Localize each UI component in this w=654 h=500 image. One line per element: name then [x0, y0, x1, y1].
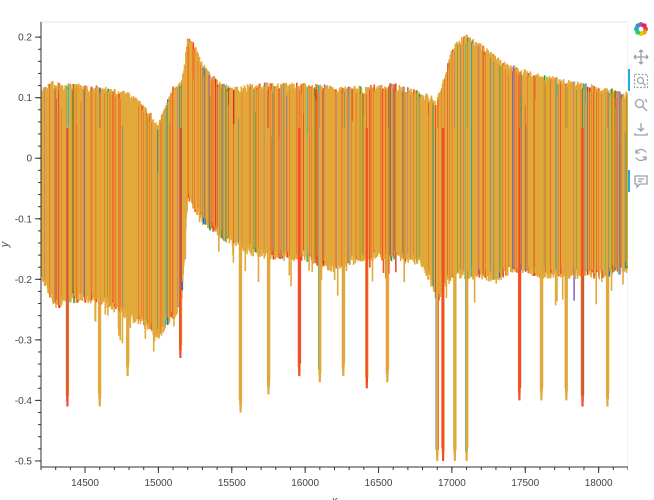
- pan-tool-icon: [633, 49, 649, 65]
- reset-tool-button[interactable]: [630, 144, 652, 166]
- hover-tool-icon: [633, 173, 649, 189]
- active-tool-indicator: [628, 170, 630, 192]
- x-tick-label: 17500: [511, 478, 539, 489]
- x-tick-label: 15500: [218, 478, 246, 489]
- x-tick-label: 16000: [291, 478, 319, 489]
- bokeh-toolbar: [628, 14, 654, 204]
- plot-canvas[interactable]: -0.5 -0.4 -0.3 -0.2 -0.1 0 0.1 0.2 14500 15000 155…: [0, 0, 628, 500]
- wheel-zoom-tool-button[interactable]: [630, 94, 652, 116]
- y-tick-label: -0.4: [15, 396, 33, 407]
- save-tool-button[interactable]: [630, 118, 652, 140]
- y-tick-label: 0.1: [18, 93, 32, 104]
- y-tick-label: -0.2: [15, 275, 33, 286]
- x-tick-label: 17000: [438, 478, 466, 489]
- bokeh-logo: [630, 18, 652, 40]
- y-tick-label: 0.2: [18, 33, 32, 44]
- y-axis-label: y: [0, 240, 11, 248]
- y-tick-label: 0: [26, 154, 32, 165]
- bokeh-logo-icon: [633, 21, 649, 37]
- wheel-zoom-tool-icon: [633, 97, 649, 113]
- y-tick-label: -0.3: [15, 335, 33, 346]
- x-tick-label: 15000: [144, 478, 172, 489]
- axes: -0.5 -0.4 -0.3 -0.2 -0.1 0 0.1 0.2 14500 15000 155…: [0, 22, 628, 500]
- box-zoom-tool-button[interactable]: [630, 70, 652, 92]
- pan-tool-button[interactable]: [630, 46, 652, 68]
- x-axis-label: x: [331, 495, 338, 500]
- y-tick-label: -0.5: [15, 456, 33, 467]
- save-tool-icon: [633, 121, 649, 137]
- x-tick-label: 16500: [365, 478, 393, 489]
- active-tool-indicator: [628, 69, 630, 91]
- spectrum-lines: [41, 34, 628, 461]
- hover-tool-button[interactable]: [630, 170, 652, 192]
- box-zoom-tool-icon: [633, 73, 649, 89]
- reset-tool-icon: [633, 147, 649, 163]
- x-tick-label: 18000: [585, 478, 613, 489]
- y-tick-label: -0.1: [15, 214, 33, 225]
- x-tick-label: 14500: [71, 478, 99, 489]
